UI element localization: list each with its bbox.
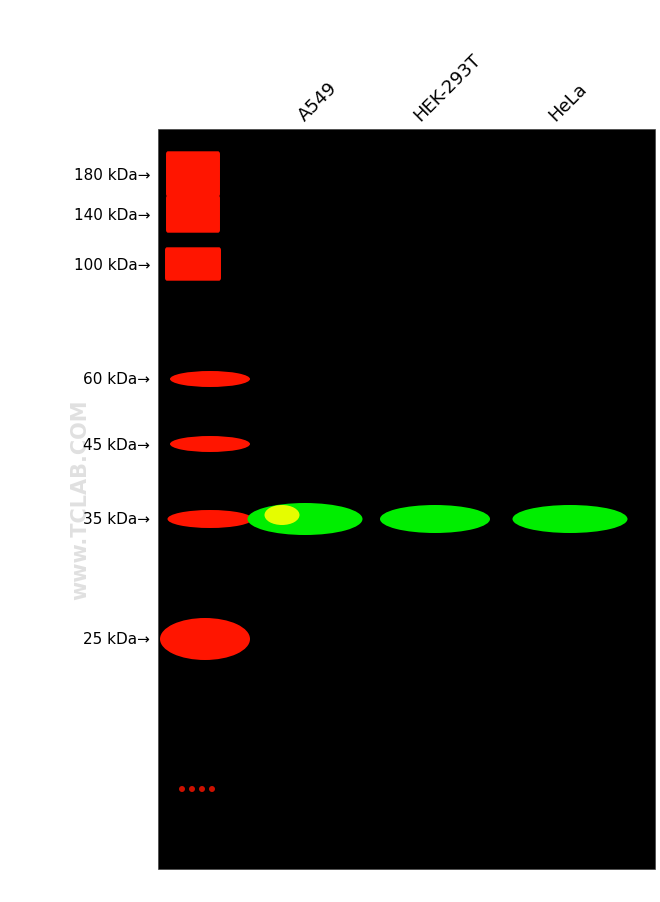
Text: www.TCLAB.COM: www.TCLAB.COM [70,400,90,600]
Text: 45 kDa→: 45 kDa→ [83,437,150,452]
Text: 60 kDa→: 60 kDa→ [83,373,150,387]
Ellipse shape [168,511,253,529]
Ellipse shape [170,437,250,453]
FancyBboxPatch shape [165,248,221,281]
Text: 180 kDa→: 180 kDa→ [73,167,150,182]
Ellipse shape [179,787,185,792]
FancyBboxPatch shape [166,152,220,198]
Ellipse shape [170,372,250,388]
Text: 25 kDa→: 25 kDa→ [83,631,150,647]
Ellipse shape [160,618,250,660]
FancyBboxPatch shape [166,196,220,234]
Ellipse shape [199,787,205,792]
Text: 35 kDa→: 35 kDa→ [83,512,150,527]
Text: HeLa: HeLa [545,80,590,124]
Ellipse shape [265,505,300,526]
Text: HEK-293T: HEK-293T [410,51,484,124]
Text: A549: A549 [295,79,341,124]
Ellipse shape [189,787,195,792]
Text: 100 kDa→: 100 kDa→ [73,257,150,272]
Ellipse shape [380,505,490,533]
Ellipse shape [248,503,362,536]
Ellipse shape [513,505,628,533]
Bar [158,130,655,869]
Ellipse shape [209,787,215,792]
Text: 140 kDa→: 140 kDa→ [73,207,150,222]
